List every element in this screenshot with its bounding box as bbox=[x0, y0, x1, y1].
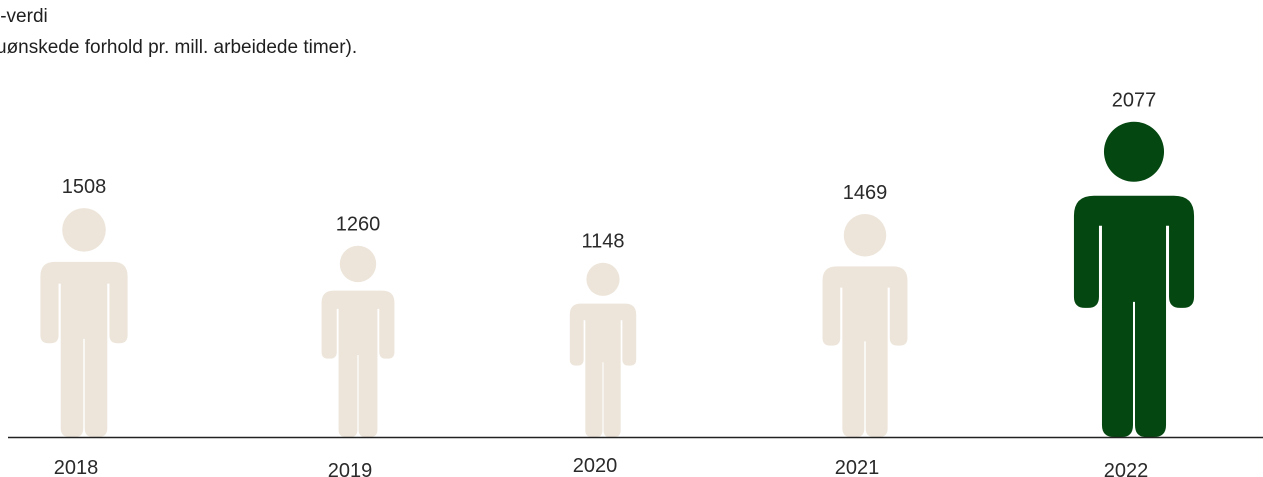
person-figure-2019 bbox=[321, 245, 395, 437]
person-head bbox=[339, 245, 377, 283]
year-label-2021: 2021 bbox=[835, 457, 880, 477]
year-label-2022: 2022 bbox=[1104, 460, 1149, 477]
year-label-2018: 2018 bbox=[54, 457, 99, 477]
person-figure-2020 bbox=[569, 262, 637, 437]
chart-title-line-2: uønskede forhold pr. mill. arbeidede tim… bbox=[0, 37, 358, 58]
value-label-2020: 1148 bbox=[581, 231, 624, 253]
person-head bbox=[843, 214, 887, 257]
person-body bbox=[822, 266, 908, 437]
person-head bbox=[586, 262, 620, 296]
value-label-2022: 2077 bbox=[1112, 90, 1157, 112]
chart-title-line-1: l-verdi bbox=[0, 6, 48, 27]
value-label-2021: 1469 bbox=[843, 182, 888, 204]
value-label-2019: 1260 bbox=[336, 214, 381, 236]
person-figure-2018 bbox=[40, 208, 128, 437]
person-body bbox=[569, 303, 637, 437]
figures-group bbox=[40, 121, 1195, 437]
year-label-2020: 2020 bbox=[573, 455, 618, 477]
person-figure-2021 bbox=[822, 214, 908, 437]
year-label-2019: 2019 bbox=[328, 460, 373, 477]
value-label-2018: 1508 bbox=[62, 176, 107, 198]
person-head bbox=[1103, 121, 1165, 182]
labels-group: 1508 2018 1260 2019 1148 2020 1469 2021 2077 2022 bbox=[54, 90, 1157, 477]
person-figure-2022 bbox=[1073, 121, 1195, 437]
person-body bbox=[321, 290, 395, 437]
person-body bbox=[1073, 195, 1195, 437]
person-body bbox=[40, 261, 128, 437]
chart-title: l-verdi uønskede forhold pr. mill. arbei… bbox=[0, 1, 357, 63]
person-head bbox=[62, 208, 106, 252]
